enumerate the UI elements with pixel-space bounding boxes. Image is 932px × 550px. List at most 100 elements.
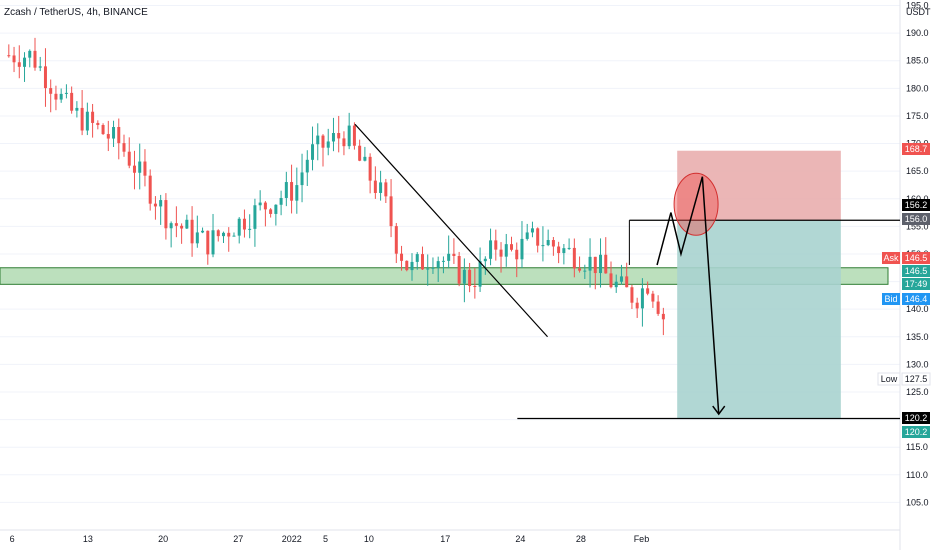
- price-tag-label-bg: [877, 372, 901, 386]
- candle-body: [70, 92, 74, 111]
- y-tick-label: 155.0: [906, 221, 929, 231]
- candle-body: [593, 256, 597, 274]
- candle-body: [206, 230, 210, 255]
- price-tag-bg: [902, 252, 930, 264]
- y-tick-label: 165.0: [906, 166, 929, 176]
- candle-body: [389, 196, 393, 227]
- candle-body: [562, 248, 566, 254]
- y-tick-label: 175.0: [906, 111, 929, 121]
- candle-body: [263, 202, 267, 210]
- price-tag-bg: [902, 426, 930, 438]
- candle-body: [164, 200, 168, 229]
- candle-body: [85, 111, 89, 131]
- candle-body: [541, 245, 545, 247]
- candle-body: [190, 219, 194, 244]
- price-tag-label-bg: [882, 252, 900, 264]
- x-tick-label: Feb: [634, 534, 650, 544]
- candle-body: [138, 161, 142, 173]
- candle-body: [216, 230, 220, 237]
- candle-body: [368, 156, 372, 181]
- candle-body: [117, 127, 121, 144]
- price-tag-value: 156.2: [905, 200, 928, 210]
- price-tag-bg: [902, 278, 930, 290]
- y-tick-label: 160.0: [906, 194, 929, 204]
- candle-body: [567, 247, 571, 249]
- candle-body: [195, 232, 199, 244]
- price-tag-value: 120.2: [905, 427, 928, 437]
- candle-body: [588, 256, 592, 271]
- candle-body: [384, 182, 388, 197]
- candle-body: [646, 288, 650, 294]
- candle-body: [132, 165, 136, 173]
- candle-body: [405, 260, 409, 271]
- candle-body: [316, 135, 320, 145]
- chart-title: Zcash / TetherUS, 4h, BINANCE: [4, 7, 148, 18]
- candle-body: [148, 175, 152, 204]
- candle-body: [661, 313, 665, 320]
- candle-body: [426, 268, 430, 270]
- candle-body: [400, 253, 404, 261]
- candle-body: [174, 223, 178, 226]
- price-tag-bg: [902, 412, 930, 424]
- price-tag-value: 120.2: [905, 413, 928, 423]
- candle-body: [7, 55, 11, 57]
- projection-path: [656, 176, 720, 415]
- candle-body: [185, 219, 189, 229]
- candle-body: [28, 50, 32, 58]
- candle-body: [410, 261, 414, 271]
- x-tick-label: 5: [323, 534, 328, 544]
- candle-body: [557, 246, 561, 254]
- candle-body: [572, 247, 576, 269]
- x-tick-label: 6: [10, 534, 15, 544]
- x-tick-label: 2022: [282, 534, 302, 544]
- candle-body: [321, 135, 325, 148]
- price-tag-value: 127.5: [905, 374, 928, 384]
- candle-body: [604, 254, 608, 274]
- price-tag-bg: [902, 265, 930, 277]
- candle-body: [232, 235, 236, 237]
- price-tag-bg: [902, 143, 930, 155]
- x-tick-label: 13: [83, 534, 93, 544]
- candle-body: [242, 218, 246, 230]
- x-tick-label: 10: [364, 534, 374, 544]
- candle-body: [342, 138, 346, 147]
- support-zone: [0, 267, 889, 285]
- price-tag-label: Ask: [883, 253, 899, 263]
- candle-body: [520, 238, 524, 260]
- candle-body: [112, 127, 116, 139]
- candle-body: [23, 57, 27, 67]
- candle-body: [625, 276, 629, 288]
- candles-group: [7, 37, 665, 336]
- candle-body: [227, 232, 231, 237]
- candle-body: [80, 107, 84, 131]
- candle-body: [358, 145, 362, 161]
- candle-body: [415, 254, 419, 262]
- candle-body: [504, 244, 508, 257]
- trendline: [354, 123, 548, 338]
- x-tick-label: 17: [440, 534, 450, 544]
- candle-body: [311, 144, 315, 160]
- currency-label: USDT: [906, 7, 931, 17]
- candle-body: [295, 185, 299, 201]
- candle-body: [431, 267, 435, 269]
- candle-body: [326, 141, 330, 148]
- price-tag-label: Bid: [884, 294, 897, 304]
- candle-body: [379, 182, 383, 193]
- candle-body: [494, 240, 498, 250]
- price-tag-value: 168.7: [905, 144, 928, 154]
- candle-body: [483, 258, 487, 262]
- candle-body: [180, 225, 184, 229]
- candle-body: [64, 92, 68, 94]
- candle-body: [101, 125, 105, 135]
- take-profit-box: [677, 220, 841, 419]
- candle-body: [478, 261, 482, 287]
- candle-body: [274, 204, 278, 214]
- candle-body: [17, 62, 21, 67]
- candle-body: [373, 180, 377, 193]
- candle-body: [457, 256, 461, 284]
- candle-body: [599, 254, 603, 274]
- projection-arrowhead: [712, 405, 726, 416]
- candle-body: [248, 228, 252, 230]
